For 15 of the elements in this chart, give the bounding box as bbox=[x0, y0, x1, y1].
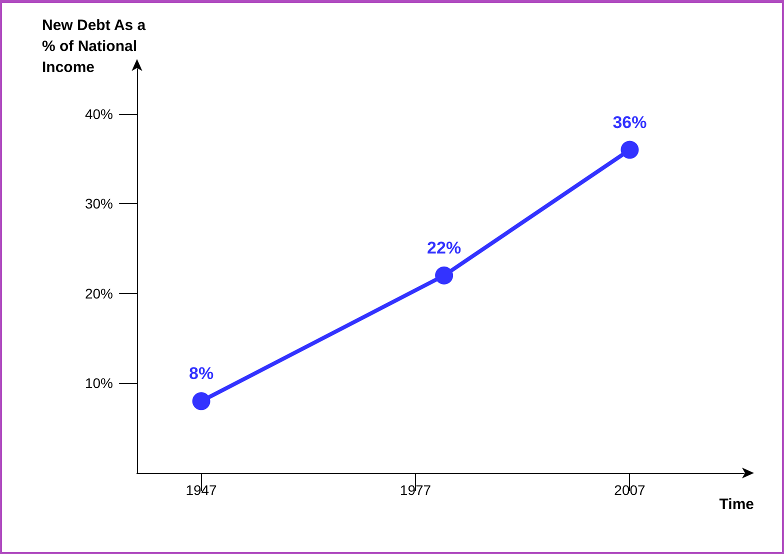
y-tick-label: 20% bbox=[84, 285, 113, 302]
data-label: 36% bbox=[612, 112, 647, 132]
y-tick-label: 30% bbox=[84, 196, 113, 212]
point bbox=[192, 392, 210, 410]
x-axis-title: Time bbox=[719, 496, 754, 513]
point bbox=[620, 140, 639, 159]
y-axis-title: New Debt As a % of National Income bbox=[42, 17, 150, 76]
x-tick-label: 1977 bbox=[400, 482, 432, 498]
x-tick-label: 2007 bbox=[614, 482, 646, 498]
y-tick-label: 10% bbox=[84, 375, 113, 392]
point bbox=[435, 266, 454, 284]
x-tick-label: 1947 bbox=[186, 482, 218, 498]
y-tick-label: 40% bbox=[84, 106, 113, 122]
data-label: 8% bbox=[188, 364, 214, 384]
data-label: 22% bbox=[427, 238, 462, 258]
